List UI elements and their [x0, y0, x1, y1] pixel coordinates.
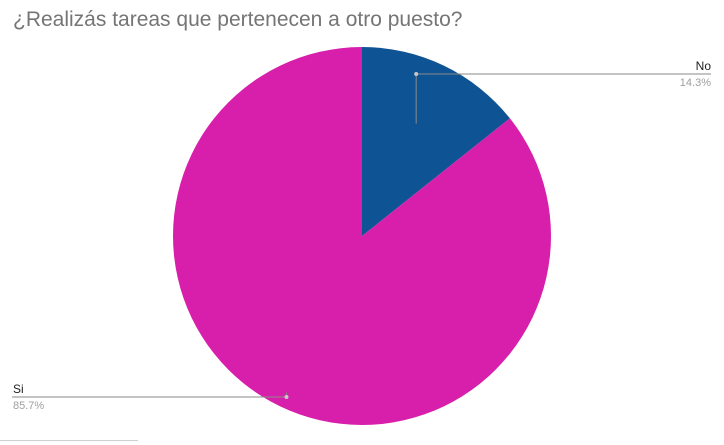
slice-label-si: Si: [13, 382, 24, 396]
slice-percent-no: 14.3%: [680, 77, 711, 89]
divider-line: [0, 440, 138, 441]
pie-slices: [173, 47, 552, 425]
pie-slice-no: [362, 47, 510, 236]
leader-dot-no: [414, 72, 419, 76]
slice-label-no: No: [696, 59, 712, 73]
leader-dot-si: [284, 395, 289, 399]
leader-lines: [12, 72, 711, 399]
pie-slice-si: [173, 47, 552, 425]
leader-line-si: [12, 392, 287, 398]
chart-title: ¿Realizás tareas que pertenecen a otro p…: [13, 8, 463, 31]
slice-percent-si: 85.7%: [13, 400, 44, 412]
slice-labels: No 14.3% Si 85.7%: [13, 59, 711, 412]
